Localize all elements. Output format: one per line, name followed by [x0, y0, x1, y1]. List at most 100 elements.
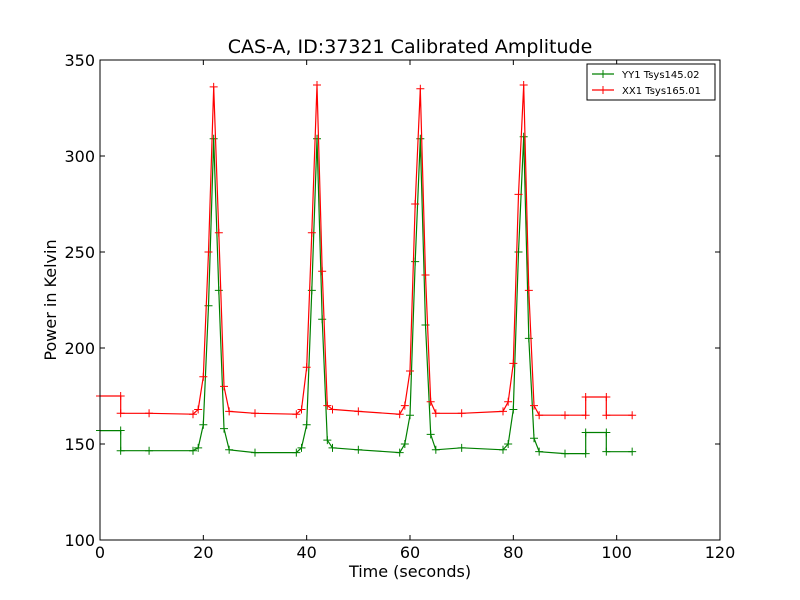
data-point-marker	[116, 409, 125, 418]
data-point-marker	[581, 392, 590, 401]
data-point-marker	[199, 420, 208, 429]
data-point-marker	[504, 440, 513, 448]
y-tick-label: 150	[64, 435, 95, 454]
data-point-marker	[214, 286, 223, 295]
data-point-marker	[400, 440, 409, 448]
data-point-marker	[302, 363, 311, 372]
data-point-marker	[318, 315, 327, 324]
data-point-marker	[535, 447, 544, 456]
data-point-marker	[504, 397, 513, 406]
x-tick-label: 40	[296, 543, 316, 562]
data-point-marker	[209, 82, 218, 91]
data-point-marker	[406, 367, 414, 376]
data-point-marker	[411, 200, 420, 208]
data-point-marker	[400, 401, 409, 410]
y-tick-label: 200	[64, 339, 95, 358]
data-point-marker	[421, 271, 430, 280]
data-point-marker	[602, 411, 611, 420]
data-point-marker	[318, 267, 327, 276]
data-point-marker	[214, 228, 223, 237]
data-point-marker	[251, 448, 259, 457]
legend-label: YY1 Tsys145.02	[621, 70, 700, 81]
series-1	[96, 132, 637, 458]
series-2	[96, 80, 637, 420]
data-point-marker	[328, 405, 337, 414]
data-point-marker	[313, 80, 321, 89]
data-point-marker	[204, 248, 213, 256]
data-point-marker	[530, 401, 538, 410]
data-point-marker	[561, 449, 569, 458]
data-point-marker	[581, 449, 590, 458]
data-point-marker	[354, 445, 363, 454]
data-point-marker	[395, 410, 404, 419]
data-point-marker	[509, 359, 518, 368]
data-point-marker	[145, 409, 154, 418]
data-point-marker	[313, 134, 321, 143]
data-point-marker	[292, 448, 301, 457]
data-point-marker	[323, 401, 332, 410]
y-axis-ticks: 100 150 200 250 300 350	[64, 51, 720, 550]
x-tick-label: 60	[400, 543, 420, 562]
x-tick-label: 120	[705, 543, 736, 562]
data-point-marker	[292, 410, 301, 419]
y-tick-label: 100	[64, 531, 95, 550]
x-axis-label: Time (seconds)	[348, 562, 471, 581]
data-point-marker	[628, 447, 637, 456]
data-point-marker	[220, 424, 228, 433]
x-tick-label: 0	[95, 543, 105, 562]
data-point-marker	[194, 405, 203, 414]
data-point-marker	[209, 134, 218, 143]
data-point-marker	[354, 407, 363, 416]
data-point-marker	[431, 409, 440, 418]
data-point-marker	[581, 411, 590, 420]
data-point-marker	[116, 446, 125, 455]
data-point-marker	[561, 411, 569, 420]
x-tick-label: 20	[193, 543, 213, 562]
data-point-marker	[602, 392, 611, 401]
series-layer	[96, 80, 637, 458]
data-point-marker	[499, 407, 507, 416]
data-point-marker	[628, 411, 637, 420]
data-point-marker	[421, 320, 430, 329]
data-point-marker	[411, 257, 420, 266]
data-point-marker	[199, 372, 208, 381]
data-point-marker	[602, 428, 611, 437]
data-point-marker	[251, 409, 259, 418]
data-point-marker	[395, 448, 404, 457]
data-point-marker	[524, 286, 533, 295]
legend-entries: YY1 Tsys145.02 XX1 Tsys165.01	[592, 70, 701, 97]
data-point-marker	[416, 84, 425, 93]
data-point-marker	[457, 443, 466, 452]
legend: YY1 Tsys145.02 XX1 Tsys165.01	[586, 63, 716, 101]
data-point-marker	[189, 410, 197, 419]
data-point-marker	[220, 382, 228, 391]
legend-swatch-marker	[599, 70, 607, 78]
data-point-marker	[189, 446, 197, 455]
data-point-marker	[406, 411, 414, 420]
data-point-marker	[116, 392, 125, 400]
data-point-marker	[297, 405, 306, 414]
legend-label: XX1 Tsys165.01	[622, 86, 701, 97]
data-point-marker	[194, 443, 203, 452]
x-axis-ticks: 0 20 40 60 80 100 120	[95, 60, 735, 562]
data-point-marker	[514, 190, 523, 199]
data-point-marker	[519, 80, 528, 89]
legend-swatch-marker	[599, 86, 607, 94]
data-point-marker	[530, 434, 538, 443]
y-axis-label: Power in Kelvin	[41, 239, 60, 360]
data-point-marker	[535, 411, 544, 420]
data-point-marker	[145, 446, 154, 455]
y-tick-label: 350	[64, 51, 95, 70]
data-point-marker	[302, 420, 311, 429]
data-point-marker	[431, 445, 440, 454]
data-point-marker	[426, 397, 435, 406]
data-point-marker	[328, 443, 337, 452]
data-point-marker	[116, 426, 125, 435]
data-point-marker	[509, 405, 518, 414]
chart-title: CAS-A, ID:37321 Calibrated Amplitude	[228, 36, 593, 58]
data-point-marker	[323, 436, 332, 445]
plot-area	[96, 59, 721, 541]
legend-box	[586, 63, 716, 101]
data-point-marker	[225, 445, 234, 454]
